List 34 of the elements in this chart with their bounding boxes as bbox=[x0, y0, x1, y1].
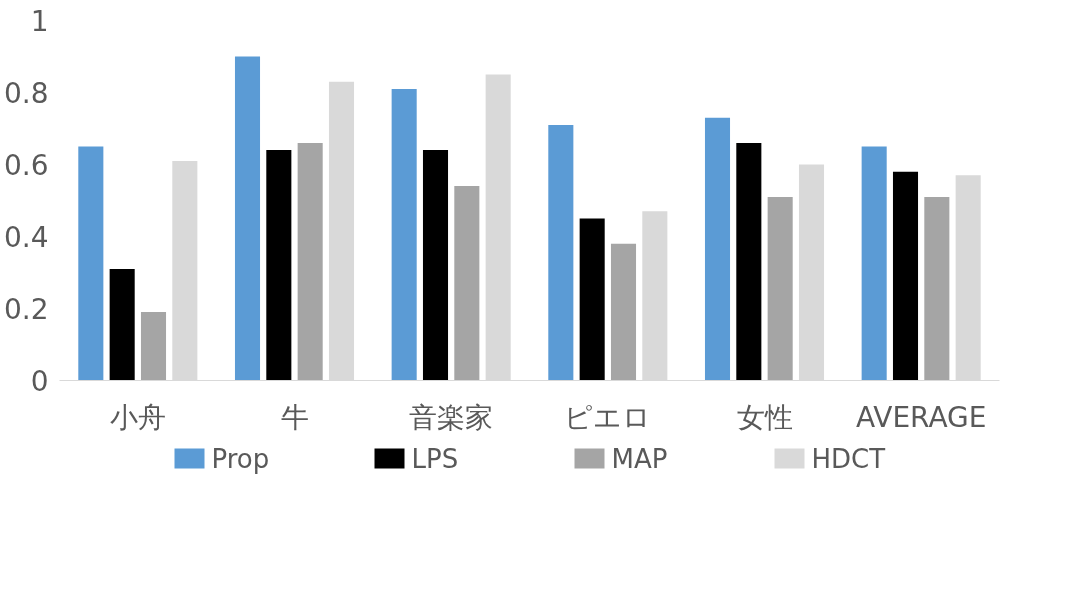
y-tick-label: 0.6 bbox=[3, 149, 49, 182]
bar bbox=[422, 150, 449, 381]
y-tick-label: 1 bbox=[30, 5, 49, 38]
bar bbox=[924, 196, 950, 381]
y-tick-label: 0 bbox=[30, 365, 49, 398]
bar bbox=[266, 150, 292, 381]
y-tick-label: 0.8 bbox=[3, 77, 49, 110]
bar bbox=[234, 56, 261, 381]
x-tick-label: 女性 bbox=[736, 400, 793, 434]
bar bbox=[78, 146, 104, 381]
x-tick-label: 牛 bbox=[280, 400, 309, 434]
bar bbox=[892, 171, 919, 381]
bar bbox=[767, 196, 793, 381]
bar bbox=[391, 88, 417, 381]
bar bbox=[704, 117, 731, 381]
bar bbox=[861, 146, 887, 381]
x-tick-label: AVERAGE bbox=[855, 400, 987, 434]
legend-label: Prop bbox=[211, 443, 270, 474]
legend-label: HDCT bbox=[811, 443, 886, 474]
bar bbox=[579, 218, 605, 381]
x-tick-label: 小舟 bbox=[109, 400, 166, 434]
bar bbox=[297, 142, 323, 381]
bar bbox=[610, 243, 637, 381]
bar bbox=[454, 186, 480, 381]
y-tick-label: 0.2 bbox=[3, 293, 49, 326]
bar bbox=[548, 124, 574, 381]
bar bbox=[736, 142, 762, 381]
x-tick-label: ピエロ bbox=[564, 400, 652, 434]
bar bbox=[109, 268, 135, 381]
x-tick-label: 音楽家 bbox=[409, 400, 494, 434]
legend-label: LPS bbox=[411, 443, 459, 474]
legend-label: MAP bbox=[611, 443, 668, 474]
y-tick-label: 0.4 bbox=[3, 221, 49, 254]
bar bbox=[140, 312, 167, 381]
